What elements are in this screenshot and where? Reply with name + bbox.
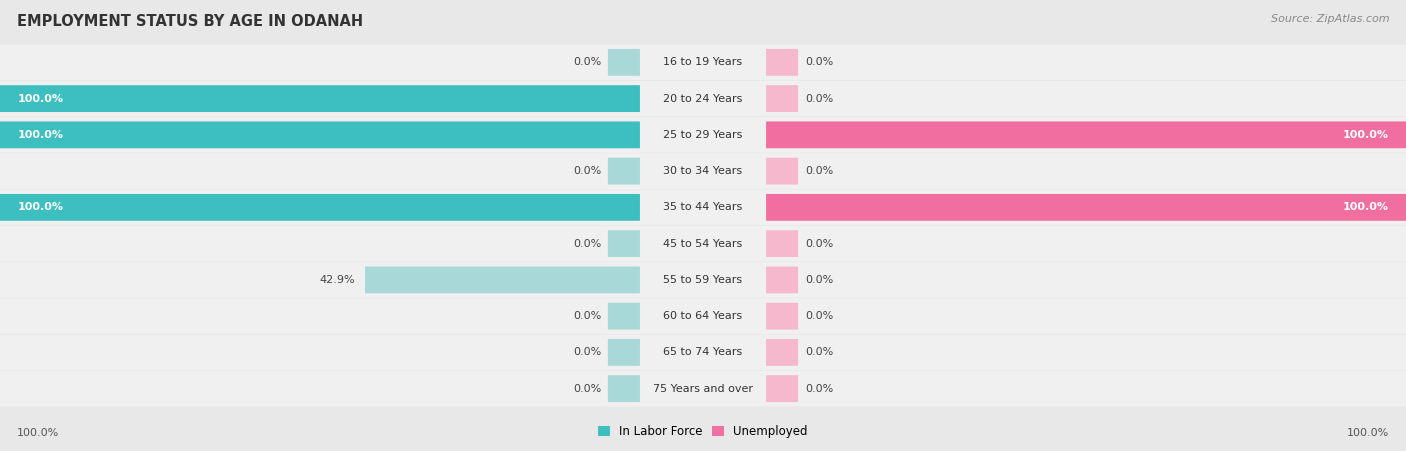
FancyBboxPatch shape xyxy=(766,49,799,76)
Text: 0.0%: 0.0% xyxy=(804,384,834,394)
Text: 100.0%: 100.0% xyxy=(17,202,63,212)
Text: 100.0%: 100.0% xyxy=(1347,428,1389,438)
Text: 35 to 44 Years: 35 to 44 Years xyxy=(664,202,742,212)
Legend: In Labor Force, Unemployed: In Labor Force, Unemployed xyxy=(593,420,813,443)
FancyBboxPatch shape xyxy=(0,117,1406,152)
FancyBboxPatch shape xyxy=(766,158,799,184)
FancyBboxPatch shape xyxy=(607,158,640,184)
FancyBboxPatch shape xyxy=(766,121,1406,148)
Text: 0.0%: 0.0% xyxy=(804,347,834,357)
FancyBboxPatch shape xyxy=(766,230,799,257)
FancyBboxPatch shape xyxy=(0,81,1406,116)
Text: 0.0%: 0.0% xyxy=(804,311,834,321)
Text: 65 to 74 Years: 65 to 74 Years xyxy=(664,347,742,357)
FancyBboxPatch shape xyxy=(607,49,640,76)
Text: 42.9%: 42.9% xyxy=(319,275,354,285)
Text: 60 to 64 Years: 60 to 64 Years xyxy=(664,311,742,321)
Text: 0.0%: 0.0% xyxy=(572,57,602,67)
Text: 100.0%: 100.0% xyxy=(17,130,63,140)
FancyBboxPatch shape xyxy=(366,267,640,293)
Text: 0.0%: 0.0% xyxy=(572,311,602,321)
Text: 0.0%: 0.0% xyxy=(804,275,834,285)
Text: 45 to 54 Years: 45 to 54 Years xyxy=(664,239,742,249)
FancyBboxPatch shape xyxy=(607,339,640,366)
Text: 100.0%: 100.0% xyxy=(1343,202,1389,212)
Text: 0.0%: 0.0% xyxy=(572,239,602,249)
FancyBboxPatch shape xyxy=(0,226,1406,262)
Text: 0.0%: 0.0% xyxy=(804,239,834,249)
FancyBboxPatch shape xyxy=(766,375,799,402)
Text: 0.0%: 0.0% xyxy=(804,166,834,176)
Text: 0.0%: 0.0% xyxy=(804,57,834,67)
FancyBboxPatch shape xyxy=(0,262,1406,298)
FancyBboxPatch shape xyxy=(0,299,1406,334)
FancyBboxPatch shape xyxy=(766,339,799,366)
Text: 25 to 29 Years: 25 to 29 Years xyxy=(664,130,742,140)
FancyBboxPatch shape xyxy=(0,121,640,148)
Text: 0.0%: 0.0% xyxy=(572,166,602,176)
FancyBboxPatch shape xyxy=(766,267,799,293)
FancyBboxPatch shape xyxy=(766,194,1406,221)
Text: 100.0%: 100.0% xyxy=(17,94,63,104)
Text: EMPLOYMENT STATUS BY AGE IN ODANAH: EMPLOYMENT STATUS BY AGE IN ODANAH xyxy=(17,14,363,28)
Text: 20 to 24 Years: 20 to 24 Years xyxy=(664,94,742,104)
FancyBboxPatch shape xyxy=(0,189,1406,225)
FancyBboxPatch shape xyxy=(766,303,799,330)
FancyBboxPatch shape xyxy=(0,335,1406,370)
Text: 16 to 19 Years: 16 to 19 Years xyxy=(664,57,742,67)
FancyBboxPatch shape xyxy=(0,85,640,112)
Text: 30 to 34 Years: 30 to 34 Years xyxy=(664,166,742,176)
Text: 100.0%: 100.0% xyxy=(1343,130,1389,140)
FancyBboxPatch shape xyxy=(0,153,1406,189)
Text: 0.0%: 0.0% xyxy=(804,94,834,104)
FancyBboxPatch shape xyxy=(0,194,640,221)
FancyBboxPatch shape xyxy=(766,85,799,112)
Text: 55 to 59 Years: 55 to 59 Years xyxy=(664,275,742,285)
FancyBboxPatch shape xyxy=(0,371,1406,406)
FancyBboxPatch shape xyxy=(607,303,640,330)
FancyBboxPatch shape xyxy=(607,230,640,257)
Text: 75 Years and over: 75 Years and over xyxy=(652,384,754,394)
Text: Source: ZipAtlas.com: Source: ZipAtlas.com xyxy=(1271,14,1389,23)
FancyBboxPatch shape xyxy=(0,45,1406,80)
Text: 0.0%: 0.0% xyxy=(572,347,602,357)
Text: 0.0%: 0.0% xyxy=(572,384,602,394)
FancyBboxPatch shape xyxy=(607,375,640,402)
Text: 100.0%: 100.0% xyxy=(17,428,59,438)
